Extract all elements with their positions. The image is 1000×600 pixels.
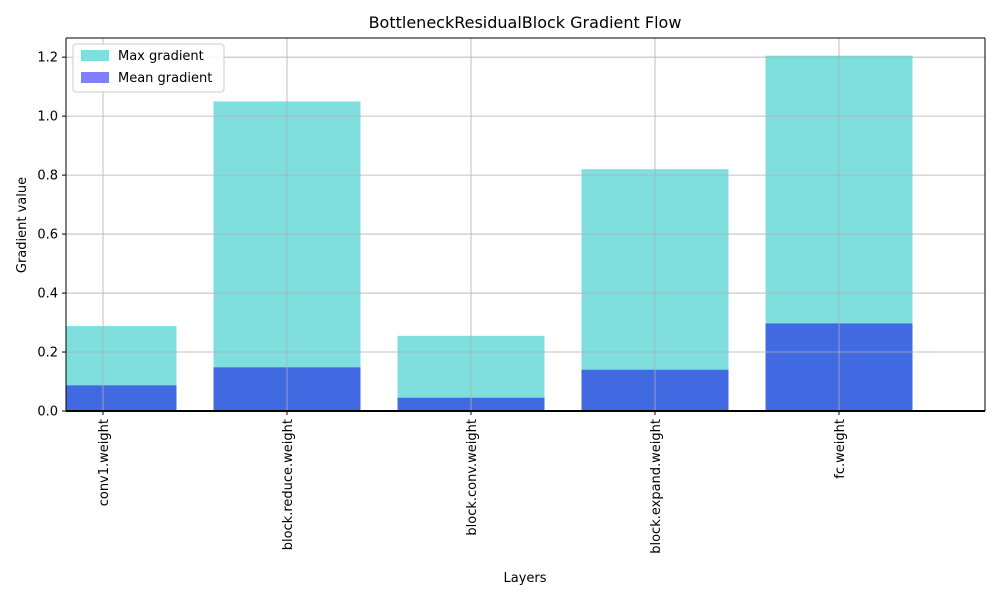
axes (62, 37, 986, 415)
legend-frame (72, 43, 225, 93)
x-axis-label: Layers (503, 571, 546, 586)
y-tick-label: 0.2 (37, 346, 58, 361)
y-tick-label: 0.8 (37, 169, 58, 184)
x-tick-label: conv1.weight (97, 419, 112, 506)
x-tick-label: block.expand.weight (649, 419, 664, 554)
legend: Max gradient Mean gradient (72, 43, 225, 93)
y-axis-label: Gradient value (15, 177, 30, 273)
legend-swatch-mean-gradient (81, 72, 109, 83)
chart-title: BottleneckResidualBlock Gradient Flow (369, 13, 682, 32)
x-tick-label: block.conv.weight (465, 419, 480, 536)
x-tick-label: block.reduce.weight (281, 419, 296, 550)
y-tick-label: 1.2 (37, 51, 58, 66)
y-tick-label: 0.0 (37, 405, 58, 420)
legend-label-max-gradient: Max gradient (118, 49, 204, 64)
y-tick-label: 0.6 (37, 228, 58, 243)
x-tick-label: fc.weight (833, 419, 848, 479)
legend-label-mean-gradient: Mean gradient (118, 71, 212, 86)
legend-swatch-max-gradient (81, 50, 109, 61)
tick-labels: 0.0 0.2 0.4 0.6 0.8 1.0 1.2 conv1.weight block.r… (37, 51, 848, 554)
y-tick-label: 0.4 (37, 287, 58, 302)
bar-mean-gradient (66, 385, 177, 411)
y-tick-label: 1.0 (37, 110, 58, 125)
